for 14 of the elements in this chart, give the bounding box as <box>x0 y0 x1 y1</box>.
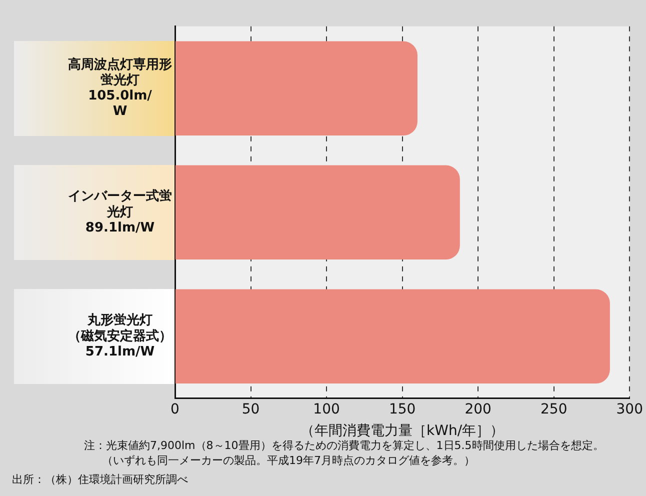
x-tick-label: 100 <box>313 401 340 418</box>
x-tick-label: 250 <box>540 401 568 418</box>
x-tick-label: 200 <box>464 401 492 418</box>
x-tick-label: 150 <box>388 401 416 418</box>
x-axis-title: （年間消費電力量［kWh/年］） <box>300 423 504 440</box>
y-tick-label: インバーター式蛍光灯89.1lm/W <box>68 188 172 236</box>
y-tick-label: 高周波点灯専用形蛍光灯105.0lm/W <box>68 56 172 120</box>
x-tick-label: 0 <box>170 401 180 418</box>
text: 注：光束値約7,900lm（8～10畳用）を得るための消費電力を算定し、1日5.5時間使用した場合を想定。 <box>84 438 605 453</box>
text: 出所：（株）住環境計画研究所調べ <box>12 472 189 487</box>
y-tick-label: 丸形蛍光灯（磁気安定器式）57.1lm/W <box>68 313 172 360</box>
x-tick-label: 50 <box>242 401 260 418</box>
x-tick-label: 300 <box>616 401 644 418</box>
text: （いずれも同一メーカーの製品。平成19年7月時点のカタログ値を参考。） <box>102 453 476 468</box>
